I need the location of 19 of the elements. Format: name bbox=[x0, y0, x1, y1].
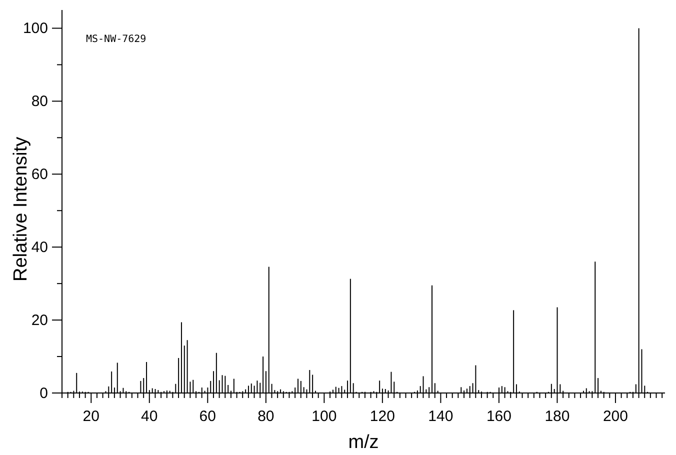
x-axis-title: m/z bbox=[348, 432, 379, 453]
y-axis-title: Relative Intensity bbox=[10, 136, 32, 282]
y-tick-label: 0 bbox=[40, 385, 48, 402]
y-tick-label: 100 bbox=[22, 20, 48, 38]
x-tick-label: 160 bbox=[486, 408, 512, 425]
y-tick-label: 20 bbox=[31, 312, 48, 330]
x-tick-label: 120 bbox=[370, 408, 395, 425]
x-tick-label: 40 bbox=[141, 408, 158, 425]
y-tick-label: 60 bbox=[31, 166, 48, 184]
x-tick-label: 200 bbox=[602, 408, 628, 425]
x-tick-label: 140 bbox=[428, 408, 454, 425]
annotation: MS-NW-7629 bbox=[86, 34, 146, 45]
y-tick-label: 80 bbox=[31, 93, 48, 110]
x-tick-label: 60 bbox=[199, 408, 216, 425]
x-tick-label: 80 bbox=[258, 408, 274, 425]
x-tick-label: 20 bbox=[82, 408, 100, 425]
x-tick-label: 180 bbox=[544, 408, 570, 425]
x-tick-label: 100 bbox=[312, 408, 337, 425]
y-tick-label: 40 bbox=[31, 239, 48, 256]
